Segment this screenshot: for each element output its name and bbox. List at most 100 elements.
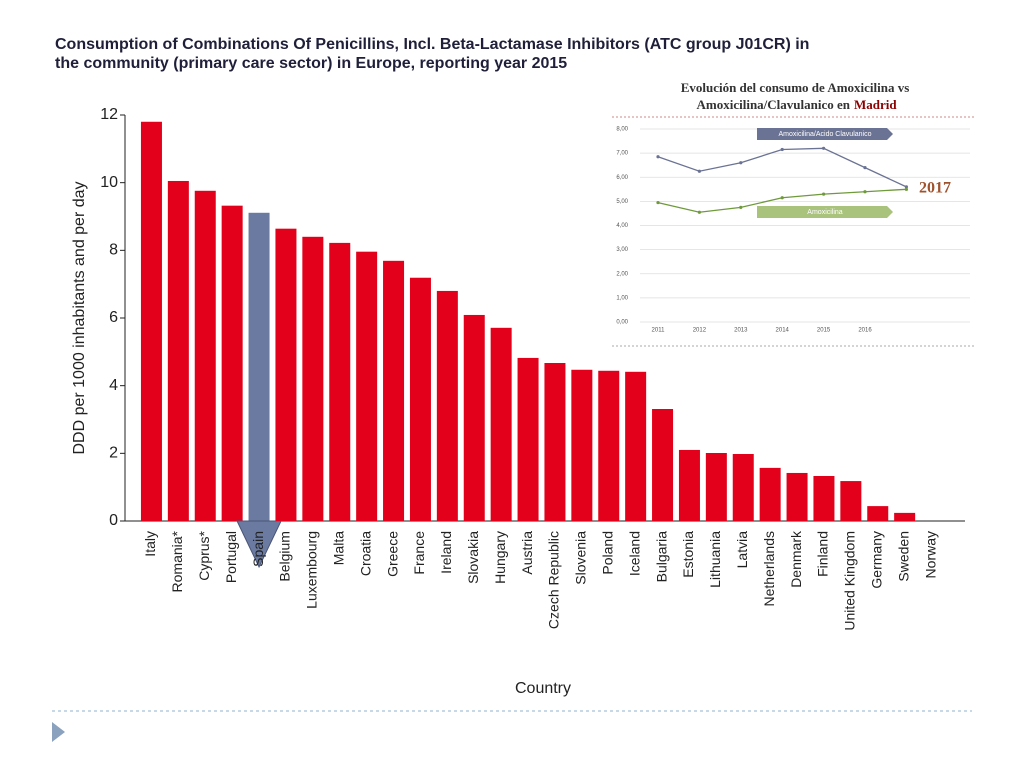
bar — [356, 251, 378, 522]
x-tick-label: Poland — [599, 531, 615, 575]
inset-title: Amoxicilina/Clavulanico en — [697, 97, 851, 112]
bar — [436, 290, 458, 521]
inset-title-highlight: Madrid — [854, 97, 897, 112]
series-banner — [757, 206, 893, 218]
x-tick-label: Finland — [815, 531, 831, 577]
inset-title: Evolución del consumo de Amoxicilina vs — [681, 80, 910, 95]
x-tick-label: Iceland — [626, 531, 642, 576]
bar — [813, 476, 835, 521]
bar — [329, 242, 351, 521]
y-tick-label: 4 — [109, 377, 118, 394]
inset-x-tick-label: 2011 — [652, 328, 666, 334]
bar — [194, 190, 216, 521]
x-tick-label: Spain — [250, 531, 266, 567]
x-tick-label: Netherlands — [761, 531, 777, 607]
bullet — [52, 722, 65, 742]
inset-y-tick-label: 1,00 — [616, 295, 628, 301]
x-tick-label: Bulgaria — [653, 531, 669, 583]
bar — [383, 260, 405, 521]
x-tick-label: Denmark — [788, 530, 804, 588]
bar — [894, 512, 916, 521]
bar — [221, 205, 243, 521]
inset-x-tick-label: 2016 — [858, 328, 872, 334]
bar — [786, 472, 808, 521]
inset-point — [739, 205, 743, 210]
x-tick-label: Croatia — [357, 531, 373, 576]
x-tick-label: Ireland — [438, 531, 454, 574]
bar — [705, 452, 727, 521]
inset-x-tick-label: 2013 — [734, 328, 748, 334]
annotation: 2017 — [919, 180, 951, 197]
bar — [275, 228, 297, 521]
x-tick-label: Norway — [922, 531, 938, 578]
y-axis-label: DDD per 1000 inhabitants and per day — [71, 181, 88, 454]
x-tick-label: France — [411, 531, 427, 575]
x-tick-label: Italy — [142, 531, 158, 557]
inset-x-tick-label: 2012 — [693, 328, 707, 334]
inset-point — [739, 161, 743, 165]
highlight-arrow — [236, 520, 282, 569]
bar — [490, 327, 512, 521]
bar — [517, 357, 539, 521]
bar — [759, 467, 781, 521]
bar — [463, 314, 485, 521]
y-tick-label: 2 — [109, 445, 118, 462]
x-tick-label: Belgium — [277, 531, 293, 582]
y-tick-label: 10 — [100, 174, 118, 191]
inset-y-tick-label: 6,00 — [616, 175, 628, 181]
inset-y-tick-label: 0,00 — [616, 320, 628, 326]
x-tick-label: Romania* — [169, 530, 185, 592]
bar — [625, 371, 647, 521]
inset-point — [863, 190, 867, 194]
bar — [167, 180, 189, 521]
y-tick-label: 6 — [109, 309, 118, 326]
x-tick-label: Malta — [330, 531, 346, 565]
bar — [840, 481, 862, 521]
inset-y-tick-label: 8,00 — [616, 127, 628, 133]
inset-y-tick-label: 4,00 — [616, 223, 628, 229]
y-tick-label: 0 — [109, 512, 118, 529]
x-tick-label: United Kingdom — [842, 531, 858, 631]
inset-point — [904, 185, 909, 189]
inset-point — [822, 192, 826, 196]
bar — [571, 369, 593, 521]
x-tick-label: Estonia — [680, 531, 696, 578]
y-tick-label: 12 — [100, 106, 118, 123]
bar — [867, 506, 889, 521]
x-tick-label: Slovakia — [465, 531, 481, 584]
bar — [598, 370, 620, 521]
inset-y-tick-label: 2,00 — [616, 271, 628, 277]
x-tick-label: Austria — [519, 531, 535, 575]
legend-label: Amoxicilina/Acido Clavulanico — [779, 131, 872, 138]
x-tick-label: Hungary — [492, 531, 508, 584]
x-tick-label: Slovenia — [573, 531, 589, 585]
inset-point — [697, 169, 702, 173]
x-tick-label: Sweden — [895, 531, 911, 582]
bar — [409, 277, 431, 521]
inset-point — [656, 200, 660, 205]
inset-y-tick-label: 3,00 — [616, 247, 628, 253]
bar — [302, 236, 324, 522]
bar — [732, 454, 754, 521]
bar — [544, 362, 566, 521]
x-axis-label: Country — [515, 680, 571, 697]
legend-label: Amoxicilina — [807, 209, 843, 216]
inset-point — [863, 166, 867, 170]
inset-point — [822, 146, 826, 150]
slide-title: Consumption of Combinations Of Penicilli… — [55, 36, 809, 53]
x-tick-label: Greece — [384, 531, 400, 577]
inset-point — [697, 210, 702, 214]
bar — [140, 121, 162, 522]
series-banner — [757, 128, 893, 140]
bar — [678, 449, 700, 521]
bar — [652, 409, 674, 521]
x-tick-label: Czech Republic — [546, 531, 562, 629]
x-tick-label: Latvia — [734, 531, 750, 569]
inset-x-tick-label: 2014 — [776, 328, 790, 334]
x-tick-label: Luxembourg — [304, 531, 320, 609]
slide-title: the community (primary care sector) in E… — [55, 55, 567, 72]
x-tick-label: Germany — [868, 531, 884, 589]
x-tick-label: Cyprus* — [196, 530, 212, 580]
inset-point — [904, 187, 909, 191]
